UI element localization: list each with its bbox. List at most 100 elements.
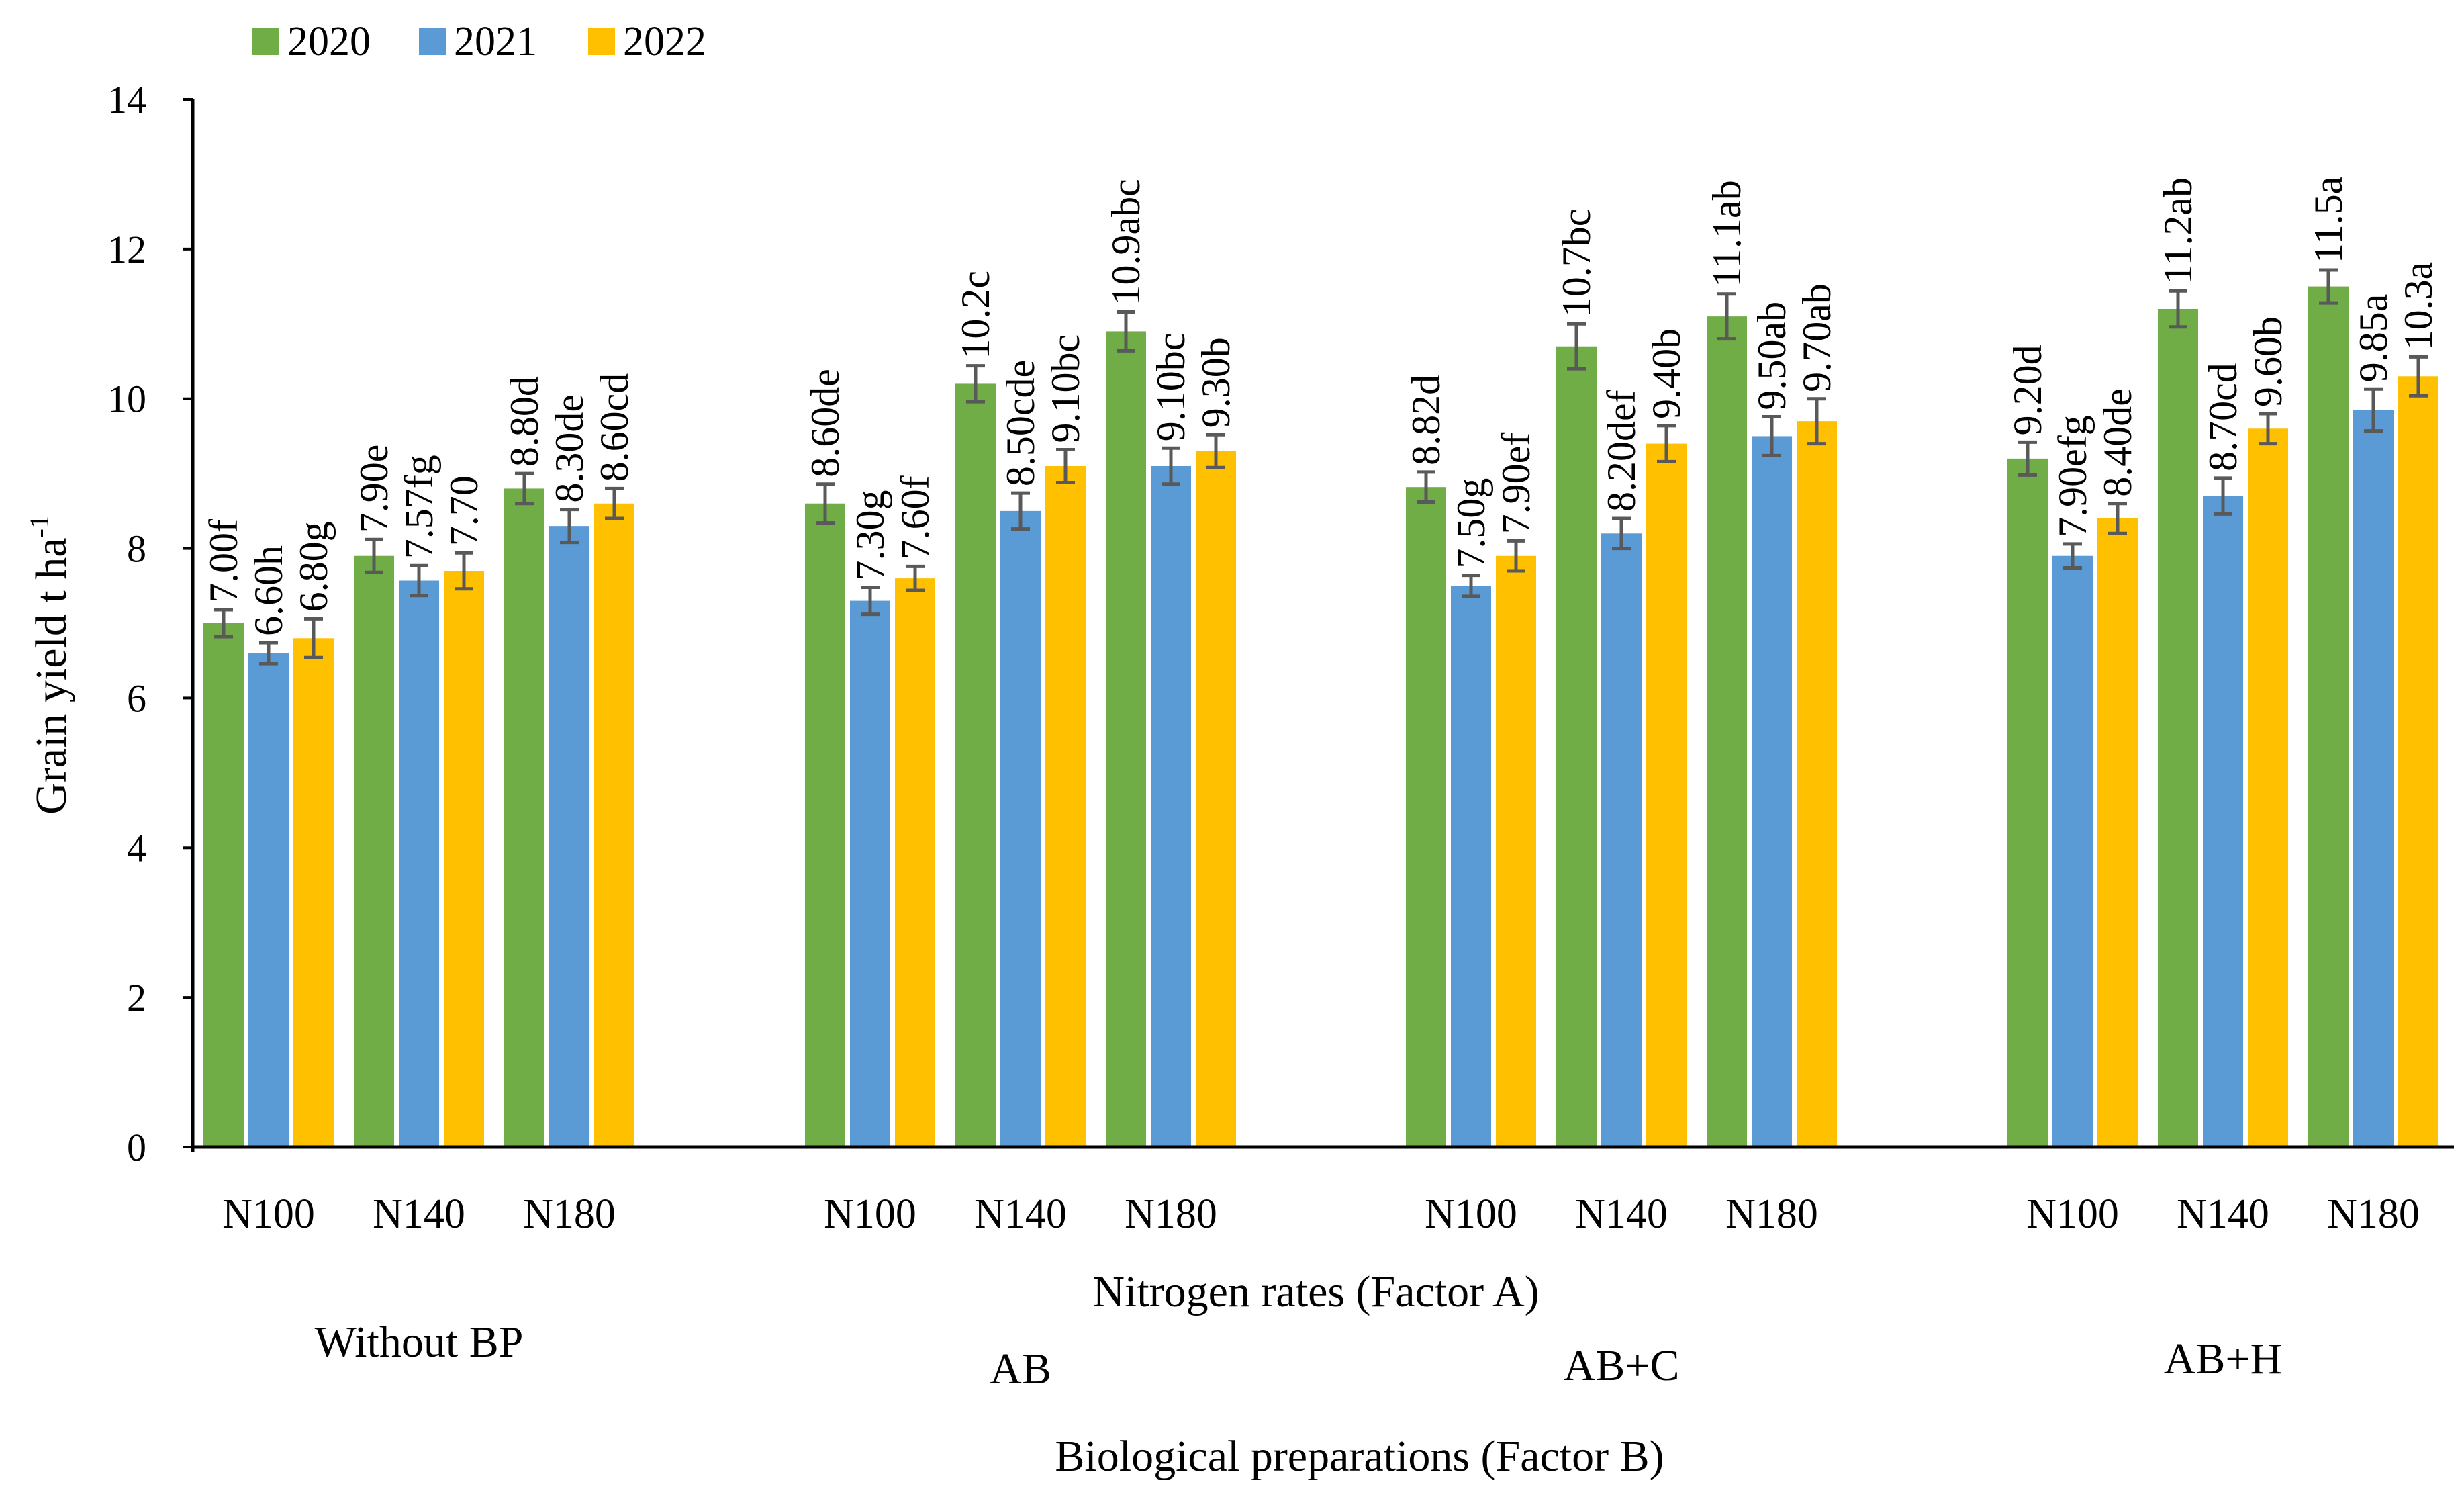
bar-2021-n180 bbox=[1752, 436, 1792, 1147]
data-label: 11.1ab bbox=[1705, 180, 1749, 287]
bar-2021-n100 bbox=[850, 600, 890, 1147]
category-label-n180: N180 bbox=[2327, 1191, 2420, 1237]
data-label: 9.10bc bbox=[1043, 334, 1088, 443]
error-bar bbox=[560, 508, 579, 545]
data-label: 7.90e bbox=[352, 445, 396, 533]
error-bar bbox=[410, 563, 428, 598]
data-label: 7.50g bbox=[1449, 478, 1493, 569]
legend-label-2020: 2020 bbox=[287, 19, 371, 64]
error-bar bbox=[1056, 447, 1075, 485]
error-bar bbox=[2364, 387, 2383, 433]
category-label-n100: N100 bbox=[824, 1191, 916, 1237]
error-bar bbox=[1206, 433, 1225, 469]
data-label: 10.3a bbox=[2396, 262, 2441, 351]
data-label: 8.20def bbox=[1599, 390, 1644, 512]
category-label-n140: N140 bbox=[2177, 1191, 2269, 1237]
bar-2021-n100 bbox=[2052, 555, 2093, 1147]
category-label-n100: N100 bbox=[2026, 1191, 2119, 1237]
error-bar bbox=[2018, 440, 2037, 477]
data-label: 7.90efg bbox=[2050, 415, 2095, 537]
error-bar bbox=[1762, 414, 1781, 457]
error-bar bbox=[2259, 412, 2277, 446]
error-bar bbox=[1162, 446, 1180, 486]
legend-label-2022: 2022 bbox=[623, 19, 706, 64]
bar-2021-n180 bbox=[2353, 410, 2394, 1147]
y-axis: 0 2 4 6 8 10 12 14 bbox=[107, 78, 195, 1169]
legend-swatch-2021 bbox=[419, 28, 446, 55]
data-label: 7.90ef bbox=[1494, 433, 1538, 535]
data-label: 9.50ab bbox=[1750, 302, 1794, 410]
error-bar bbox=[455, 551, 473, 591]
category-label-n180: N180 bbox=[523, 1191, 616, 1237]
bar-2021-n100 bbox=[248, 653, 289, 1147]
bar-2022-n180 bbox=[1797, 421, 1837, 1148]
axis-titles: Nitrogen rates (Factor A) Biological pre… bbox=[24, 515, 1664, 1481]
error-bar bbox=[1417, 470, 1435, 504]
bar-2020-n140 bbox=[2158, 309, 2198, 1147]
bar-2022-n100 bbox=[2097, 518, 2138, 1147]
error-bar bbox=[365, 537, 383, 574]
bar-2021-n100 bbox=[1451, 586, 1491, 1147]
error-bar bbox=[861, 586, 880, 617]
group-label: AB+H bbox=[2164, 1334, 2283, 1383]
data-label: 9.70ab bbox=[1795, 283, 1839, 392]
group-label: AB+C bbox=[1564, 1341, 1680, 1390]
category-label-n140: N140 bbox=[1575, 1191, 1668, 1237]
bar-2020-n140 bbox=[1556, 346, 1597, 1147]
bar-2022-n140 bbox=[1646, 443, 1687, 1147]
data-label: 10.9abc bbox=[1104, 179, 1148, 305]
data-label: 9.40b bbox=[1644, 328, 1689, 419]
bar-2022-n140 bbox=[2248, 428, 2288, 1148]
error-bar bbox=[816, 482, 835, 525]
error-bar bbox=[304, 617, 323, 659]
error-bar bbox=[1507, 539, 1525, 573]
bar-2022-n180 bbox=[2398, 376, 2438, 1148]
bar-2020-n140 bbox=[955, 383, 996, 1147]
x-axis-title-inner: Nitrogen rates (Factor A) bbox=[1092, 1267, 1539, 1316]
data-label: 7.70 bbox=[442, 475, 486, 546]
error-bar bbox=[1807, 397, 1826, 446]
data-label: 8.60de bbox=[803, 369, 847, 477]
data-label: 7.00f bbox=[201, 519, 246, 603]
category-label-n100: N100 bbox=[1425, 1191, 1517, 1237]
bar-2021-n140 bbox=[399, 580, 439, 1147]
error-bar bbox=[1717, 292, 1736, 341]
bar-2022-n180 bbox=[1196, 451, 1236, 1147]
bars: 7.00f 6.60h 6.80g 7.90e 7.57fg 7.70 8.80d 8.30d… bbox=[201, 177, 2441, 1148]
error-bar bbox=[214, 608, 233, 639]
error-bar bbox=[1612, 516, 1631, 551]
error-bar bbox=[2214, 476, 2232, 516]
error-bar bbox=[2063, 542, 2082, 570]
error-bar bbox=[605, 486, 624, 520]
legend: 2020 2021 2022 bbox=[252, 19, 706, 64]
category-label-n180: N180 bbox=[1725, 1191, 1818, 1237]
y-axis-title-text: Grain yield t ha bbox=[27, 537, 76, 814]
group-label: Without BP bbox=[315, 1318, 524, 1367]
y-tick-label: 8 bbox=[127, 527, 146, 571]
bar-2020-n140 bbox=[354, 555, 394, 1147]
bar-2022-n140 bbox=[1045, 466, 1086, 1147]
data-label: 7.57fg bbox=[397, 455, 441, 559]
error-bar bbox=[1011, 491, 1030, 531]
data-label: 8.82d bbox=[1404, 375, 1448, 465]
bar-2022-n100 bbox=[895, 578, 935, 1147]
error-bar bbox=[1657, 424, 1676, 463]
y-tick-label: 12 bbox=[107, 228, 146, 271]
y-tick-label: 0 bbox=[127, 1126, 146, 1169]
category-label-n100: N100 bbox=[222, 1191, 315, 1237]
y-axis-title: Grain yield t ha-1 bbox=[24, 515, 76, 815]
bar-2020-n100 bbox=[805, 503, 845, 1147]
error-bar bbox=[1117, 310, 1135, 353]
category-label-n180: N180 bbox=[1125, 1191, 1217, 1237]
error-bar bbox=[515, 471, 534, 506]
data-label: 8.30de bbox=[547, 394, 591, 503]
error-bar bbox=[906, 564, 925, 592]
group-without-bp: 7.00f 6.60h 6.80g 7.90e 7.57fg 7.70 8.80d 8.30d… bbox=[201, 373, 636, 1147]
data-label: 8.50cde bbox=[998, 360, 1043, 486]
error-bar bbox=[2108, 502, 2127, 535]
error-bar bbox=[2169, 289, 2187, 329]
